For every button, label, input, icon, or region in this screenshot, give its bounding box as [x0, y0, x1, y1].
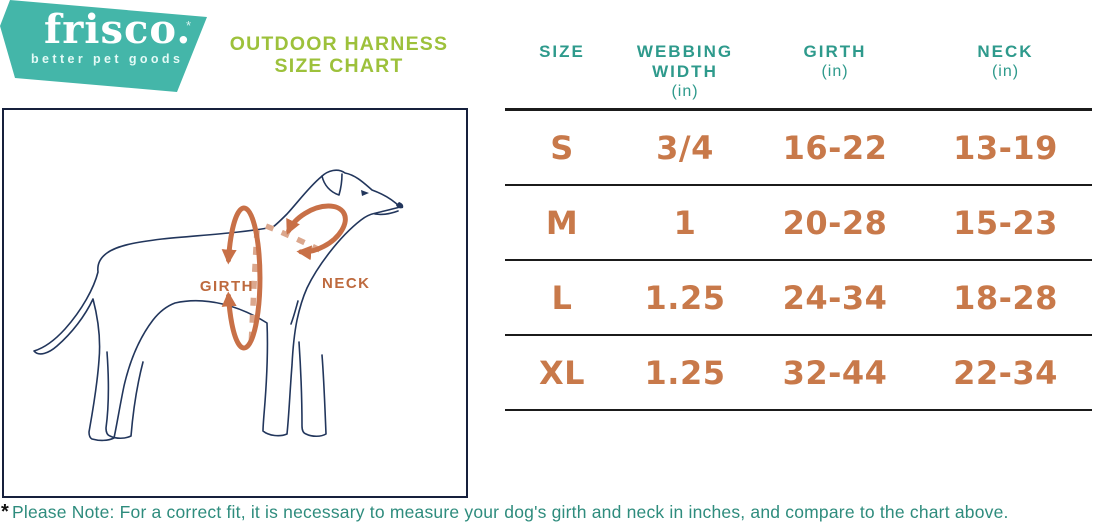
page-title-line2: SIZE CHART — [274, 55, 404, 77]
brand-tagline: better pet goods — [31, 52, 184, 66]
table-row-size-xl: XL 1.25 32-44 22-34 — [505, 336, 1092, 411]
girth-measure-loop-icon — [221, 205, 263, 351]
cell-webbing-width: 1.25 — [644, 278, 726, 317]
column-header-size: SIZE — [505, 38, 619, 108]
cell-neck: 13-19 — [953, 128, 1058, 167]
page-title-line1: OUTDOOR HARNESS — [229, 33, 449, 55]
size-chart-table: SIZE WEBBING WIDTH (in) GIRTH (in) NECK … — [505, 38, 1092, 411]
cell-webbing-width: 3/4 — [656, 128, 714, 167]
dog-illustration-svg: GIRTH NECK — [33, 169, 404, 442]
page-title: OUTDOOR HARNESS SIZE CHART — [228, 33, 450, 77]
brand-trademark: * — [186, 18, 192, 33]
footnote: * Please Note: For a correct fit, it is n… — [1, 501, 1105, 524]
dog-eye-icon — [361, 190, 369, 196]
dog-measurement-diagram: GIRTH NECK — [2, 108, 468, 498]
footnote-text: Please Note: For a correct fit, it is ne… — [11, 502, 1009, 522]
cell-girth: 32-44 — [782, 353, 888, 392]
brand-name: frisco. — [44, 6, 192, 53]
frisco-logo: frisco. * better pet goods — [0, 0, 207, 92]
column-header-unit: (in) — [671, 83, 699, 100]
column-header-webbing-width: WEBBING WIDTH (in) — [619, 38, 751, 108]
cell-girth: 16-22 — [782, 128, 888, 167]
dog-outline-icon — [33, 169, 404, 442]
cell-size: L — [551, 278, 573, 317]
column-header-label: WEBBING WIDTH — [636, 42, 734, 81]
cell-webbing-width: 1 — [673, 203, 697, 242]
neck-strap-dashed-line — [265, 223, 328, 256]
dog-nose-icon — [396, 202, 404, 209]
cell-neck: 15-23 — [953, 203, 1058, 242]
table-row-size-l: L 1.25 24-34 18-28 — [505, 261, 1092, 336]
table-row-size-s: S 3/4 16-22 13-19 — [505, 111, 1092, 186]
cell-size: XL — [538, 353, 586, 392]
column-header-unit: (in) — [991, 63, 1020, 80]
column-header-label: SIZE — [539, 42, 585, 61]
cell-girth: 20-28 — [782, 203, 888, 242]
cell-neck: 22-34 — [953, 353, 1058, 392]
cell-size: M — [545, 203, 579, 242]
footnote-asterisk: * — [1, 501, 9, 523]
column-header-label: GIRTH — [803, 42, 867, 61]
table-header-row: SIZE WEBBING WIDTH (in) GIRTH (in) NECK … — [505, 38, 1092, 111]
girth-label: GIRTH — [200, 278, 254, 295]
column-header-girth: GIRTH (in) — [751, 38, 919, 108]
column-header-unit: (in) — [821, 63, 849, 80]
column-header-label: NECK — [977, 42, 1034, 61]
table-row-size-m: M 1 20-28 15-23 — [505, 186, 1092, 261]
neck-label: NECK — [322, 275, 371, 292]
cell-size: S — [550, 128, 574, 167]
neck-measure-loop-icon — [286, 203, 348, 261]
column-header-neck: NECK (in) — [919, 38, 1092, 108]
cell-neck: 18-28 — [953, 278, 1058, 317]
cell-webbing-width: 1.25 — [644, 353, 726, 392]
cell-girth: 24-34 — [782, 278, 888, 317]
